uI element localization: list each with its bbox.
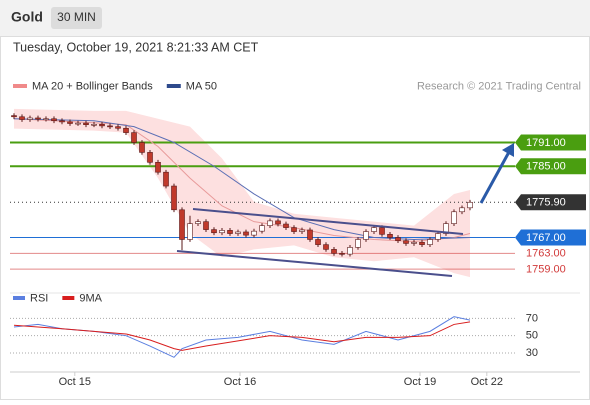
candle-body — [419, 241, 425, 245]
legend-label: MA 50 — [186, 80, 217, 92]
price-panel: MA 20 + Bollinger Bands MA 50 Research © 2… — [10, 80, 586, 278]
candle-body — [275, 220, 281, 225]
candle-body — [59, 120, 65, 123]
candle-body — [267, 220, 273, 226]
candle-body — [19, 116, 25, 120]
legend-label: 9MA — [79, 292, 102, 304]
candle-body — [155, 161, 161, 173]
x-tick-label: Oct 16 — [224, 376, 256, 388]
level-label: 1767.00 — [526, 232, 566, 244]
candle-body — [219, 230, 225, 234]
candle-body — [235, 231, 241, 234]
level-label: 1785.00 — [526, 161, 566, 173]
y-tick-label: 30 — [526, 347, 538, 359]
candle-body — [179, 209, 185, 240]
candle-body — [139, 142, 145, 153]
candle-body — [459, 207, 465, 213]
candle-body — [307, 229, 313, 240]
level-label: 1763.00 — [526, 248, 566, 260]
ma-line — [13, 118, 471, 240]
candle-body — [99, 123, 105, 127]
candle-body — [107, 125, 113, 128]
level-label: 1759.00 — [526, 264, 566, 276]
level-box — [515, 194, 586, 211]
candle-body — [467, 201, 473, 209]
channel-upper — [192, 208, 464, 235]
candle-body — [123, 127, 129, 133]
candle-body — [259, 225, 265, 232]
legend-swatch — [166, 84, 181, 88]
candle-body — [171, 185, 177, 211]
candle-body — [35, 117, 41, 120]
candle-body — [243, 231, 249, 236]
candle-body — [363, 231, 369, 240]
candle-body — [323, 244, 329, 250]
y-tick-label: 70 — [526, 312, 538, 324]
x-tick-label: Oct 15 — [59, 376, 91, 388]
candle-body — [371, 227, 377, 232]
legend-swatch — [13, 296, 25, 300]
candle-body — [443, 223, 449, 234]
candle-body — [411, 241, 417, 244]
candle-body — [147, 152, 153, 163]
legend-swatch — [13, 84, 27, 88]
candle-body — [115, 126, 121, 129]
rsi-panel: RSI 9MA 70 50 30 Oct 15 Oct 16 Oct 19 Oct 22 — [10, 292, 538, 388]
forecast-arrow — [479, 151, 511, 204]
timeframe-pill[interactable] — [51, 7, 102, 29]
candle-body — [347, 247, 353, 255]
arrow-head — [502, 143, 514, 157]
candle-body — [163, 171, 169, 187]
candle-body — [211, 229, 217, 234]
candle-body — [283, 223, 289, 228]
candle-body — [187, 223, 193, 240]
candle-body — [91, 123, 97, 126]
level-label: 1775.90 — [526, 197, 566, 209]
level-label: 1791.00 — [526, 137, 566, 149]
level-box — [515, 134, 586, 151]
candle-body — [331, 249, 337, 254]
candle-body — [339, 253, 345, 255]
candle-body — [67, 121, 73, 124]
legend-label: MA 20 + Bollinger Bands — [32, 80, 153, 92]
candle-body — [251, 230, 257, 236]
candle-body — [195, 221, 201, 224]
candle-body — [43, 118, 49, 121]
candle-body — [83, 122, 89, 125]
candle-body — [315, 239, 321, 245]
credit: Research © 2021 Trading Central — [417, 80, 581, 92]
timeframe[interactable]: 30 MIN — [57, 10, 96, 24]
candle-body — [11, 115, 17, 118]
candle-body — [427, 239, 433, 245]
candle-body — [291, 227, 297, 232]
candle-body — [227, 230, 233, 234]
legend-label: RSI — [30, 292, 48, 304]
level-box — [515, 229, 586, 246]
candle-body — [299, 229, 305, 232]
candle-body — [379, 227, 385, 235]
candle-body — [51, 118, 57, 122]
candle-body — [27, 117, 33, 120]
candle-body — [203, 221, 209, 230]
candle-body — [75, 122, 81, 125]
candle-body — [131, 132, 137, 143]
level-box — [515, 158, 586, 175]
timestamp: Tuesday, October 19, 2021 8:21:33 AM CET — [13, 40, 259, 54]
legend-swatch — [62, 296, 75, 300]
x-tick-label: Oct 19 — [404, 376, 436, 388]
candle-body — [403, 240, 409, 244]
channel-lower — [176, 250, 453, 277]
y-tick-label: 50 — [526, 330, 538, 342]
candle-body — [387, 234, 393, 238]
candle-body — [451, 211, 457, 224]
candle-body — [435, 233, 441, 240]
bollinger-band — [14, 108, 470, 278]
rsi-line — [13, 321, 471, 351]
candle-body — [395, 237, 401, 241]
x-tick-label: Oct 22 — [471, 376, 503, 388]
instrument-title: Gold — [11, 9, 43, 25]
candle-body — [355, 239, 361, 248]
